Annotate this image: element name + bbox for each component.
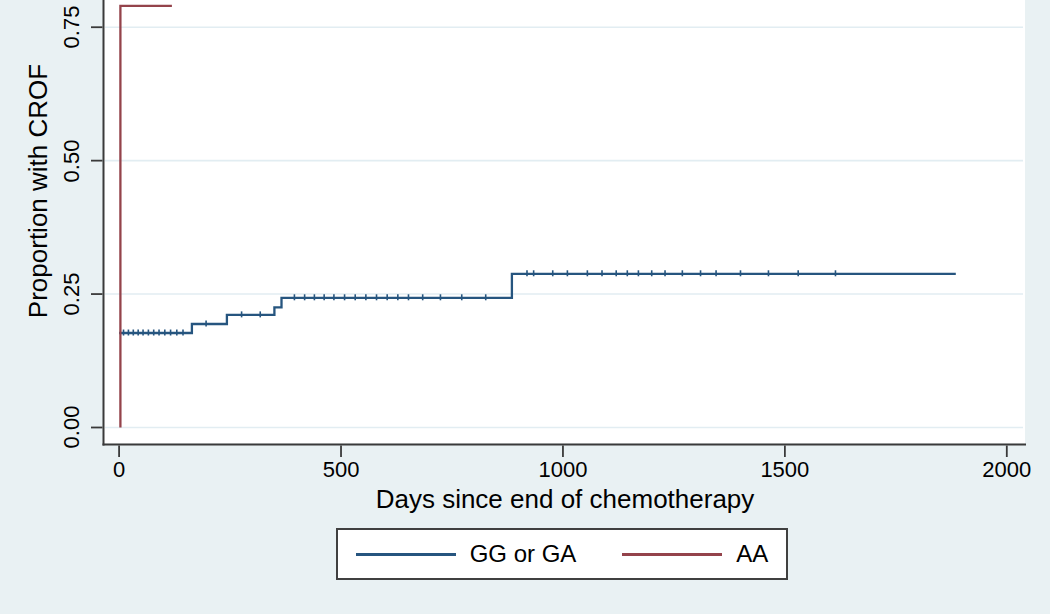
x-tick-label-2000: 2000 [962,457,1050,483]
x-tick-label-0: 0 [74,457,164,483]
x-tick-label-1500: 1500 [740,457,830,483]
x-axis-title: Days since end of chemotherapy [265,484,865,515]
legend-line-sample-aa [622,553,722,556]
legend-entry-aa: AA [622,540,768,568]
x-tick-label-500: 500 [296,457,386,483]
legend-entry-gg-or-ga: GG or GA [356,540,577,568]
plot-region [104,0,1025,444]
legend-box: GG or GA AA [336,528,788,580]
y-axis-title: Proportion with CROF [23,41,53,341]
survival-plot-canvas [0,0,1050,614]
y-tick-label-0.00: 0.00 [59,395,85,459]
legend-line-sample-gg-or-ga [356,553,456,556]
y-tick-label-0.75: 0.75 [59,0,85,59]
x-tick-label-1000: 1000 [518,457,608,483]
legend-label-aa: AA [736,540,768,568]
y-tick-label-0.25: 0.25 [59,262,85,326]
y-tick-label-0.50: 0.50 [59,129,85,193]
legend-label-gg-or-ga: GG or GA [470,540,577,568]
km-curve-figure: Proportion with CROF 0.00 0.25 0.50 0.75 0 5… [0,0,1050,614]
